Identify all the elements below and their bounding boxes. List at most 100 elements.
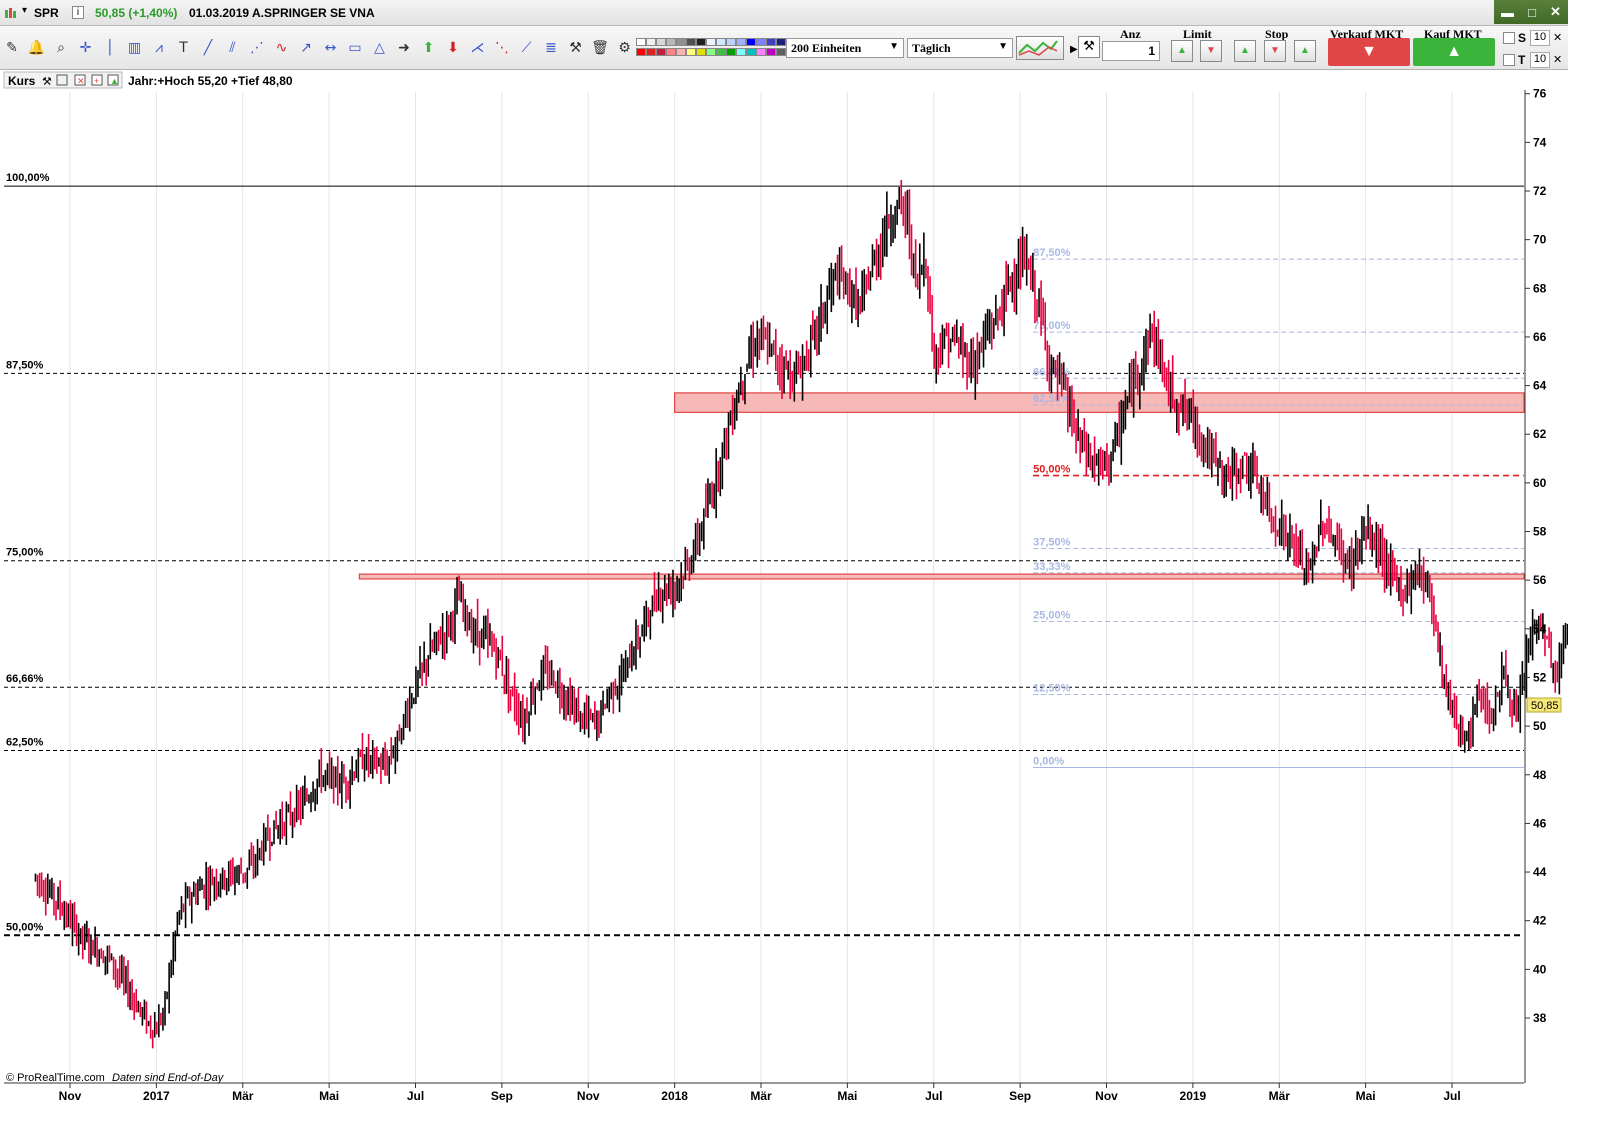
limit-buy-button[interactable]: ▲ <box>1171 40 1193 62</box>
t-value[interactable]: 10 <box>1530 52 1550 68</box>
trash-icon[interactable]: 🗑 <box>591 40 609 56</box>
color-swatch[interactable] <box>666 48 676 56</box>
limit-sell-button[interactable]: ▼ <box>1200 40 1222 62</box>
fib-blue-label: 12,50% <box>1033 682 1071 694</box>
color-swatch[interactable] <box>666 38 676 46</box>
y-tick-label: 48 <box>1533 768 1547 782</box>
gann-icon[interactable]: ⋱ <box>495 40 509 56</box>
color-swatch[interactable] <box>686 38 696 46</box>
color-swatch[interactable] <box>656 48 666 56</box>
minimize-button[interactable]: ▬ <box>1501 4 1515 20</box>
y-tick-label: 68 <box>1533 281 1547 295</box>
color-swatch[interactable] <box>746 48 756 56</box>
sell-market-button[interactable]: ▼ <box>1328 38 1410 66</box>
chart-type-icon[interactable] <box>4 6 18 20</box>
copyright-text: © ProRealTime.com <box>6 1072 105 1084</box>
color-swatch[interactable] <box>776 38 786 46</box>
s-label: S <box>1518 31 1527 45</box>
indicator-button[interactable] <box>1016 36 1064 60</box>
s-checkbox[interactable] <box>1503 32 1515 44</box>
color-swatch[interactable] <box>706 48 716 56</box>
color-swatch[interactable] <box>646 48 656 56</box>
text-icon[interactable]: T <box>179 40 188 56</box>
color-swatch[interactable] <box>636 48 646 56</box>
stop-buy-button[interactable]: ▲ <box>1234 40 1256 62</box>
fan-icon[interactable]: ⋌ <box>470 40 485 56</box>
stop-sell-button[interactable]: ▼ <box>1264 40 1286 62</box>
color-swatch[interactable] <box>646 38 656 46</box>
color-swatch[interactable] <box>716 48 726 56</box>
pattern-icon[interactable]: ⩘ <box>155 40 163 56</box>
color-swatch[interactable] <box>736 38 746 46</box>
color-swatch[interactable] <box>736 48 746 56</box>
color-swatch[interactable] <box>716 38 726 46</box>
triangle-icon[interactable]: △ <box>374 40 385 56</box>
fibonacci-icon[interactable]: ⋰ <box>250 40 264 56</box>
s-close-icon[interactable]: ✕ <box>1553 32 1563 44</box>
maximize-button[interactable]: □ <box>1528 4 1536 20</box>
color-swatch[interactable] <box>746 38 756 46</box>
x-tick-label: Sep <box>491 1089 513 1103</box>
tools-icon[interactable]: ⚒ <box>569 40 582 56</box>
color-swatch[interactable] <box>696 48 706 56</box>
color-swatch[interactable] <box>656 38 666 46</box>
color-swatch[interactable] <box>686 48 696 56</box>
candle-tool-icon[interactable]: ▥ <box>127 40 142 56</box>
color-swatch[interactable] <box>766 48 776 56</box>
price-chart[interactable]: 100,00% 87,50% 75,00% 66,66% 62,50% 50,00% 87,… <box>0 70 1568 1104</box>
bell-icon[interactable]: 🔔 <box>27 40 46 56</box>
buy-market-button[interactable]: ▲ <box>1413 38 1495 66</box>
t-close-icon[interactable]: ✕ <box>1553 54 1563 66</box>
arrow-right-icon[interactable]: ➜ <box>398 40 410 56</box>
color-swatch[interactable] <box>766 38 776 46</box>
crosshair-icon[interactable]: ✛ <box>79 40 92 56</box>
color-swatch[interactable] <box>696 38 706 46</box>
wave-icon[interactable]: ∿ <box>275 40 288 56</box>
close-button[interactable]: ✕ <box>1550 4 1561 19</box>
units-select[interactable]: 200 Einheiten ▼ <box>786 38 904 58</box>
color-swatch[interactable] <box>706 38 716 46</box>
parallel-lines-icon[interactable]: ⫽ <box>229 40 236 56</box>
x-tick-label: Jul <box>407 1089 424 1103</box>
rectangle-icon[interactable]: ▭ <box>348 40 362 56</box>
ray-icon[interactable]: ↗ <box>300 40 312 56</box>
expand-icon[interactable]: ▶ <box>1070 44 1078 55</box>
stop-limit-button[interactable]: ▲ <box>1294 40 1316 62</box>
s-value[interactable]: 10 <box>1530 30 1550 46</box>
fib-retracement-icon[interactable]: ≣ <box>545 40 557 56</box>
color-swatch[interactable] <box>756 48 766 56</box>
color-swatch[interactable] <box>776 48 786 56</box>
regression-icon[interactable]: ⟋ <box>521 40 532 56</box>
horizontal-ray-icon[interactable]: ↔ <box>324 40 337 56</box>
fib-level-label: 87,50% <box>6 359 44 371</box>
y-axis: 38 40 42 44 46 48 50 52 54 56 58 60 62 64 66 68 70 72 74 76 <box>1524 87 1547 1083</box>
x-tick-label: Nov <box>59 1089 82 1103</box>
line-icon[interactable]: ╱ <box>203 40 213 56</box>
vertical-line-icon[interactable]: │ <box>105 40 115 56</box>
color-swatch[interactable] <box>726 48 736 56</box>
period-select[interactable]: Täglich ▼ <box>907 38 1013 58</box>
t-checkbox[interactable] <box>1503 54 1515 66</box>
dropdown-arrow-icon[interactable]: ▾ <box>22 5 28 16</box>
color-swatch[interactable] <box>676 38 686 46</box>
color-swatch[interactable] <box>676 48 686 56</box>
date-name-label: 01.03.2019 A.SPRINGER SE VNA <box>189 6 375 20</box>
wrench-icon[interactable]: ⚒ <box>1078 36 1100 58</box>
color-swatch[interactable] <box>636 38 646 46</box>
anz-input[interactable]: 1 <box>1102 41 1160 61</box>
window-controls: ▬ □ ✕ <box>1494 0 1568 24</box>
symbol-label: SPR <box>34 6 59 20</box>
arrow-down-icon[interactable]: ⬇ <box>447 40 459 56</box>
zoom-icon[interactable]: ⌕ <box>57 40 65 56</box>
settings-icon[interactable]: ⚙ <box>618 40 631 56</box>
arrow-up-icon[interactable]: ⬆ <box>422 40 435 56</box>
color-swatch[interactable] <box>756 38 766 46</box>
toolbar: ✎ 🔔 ⌕ ✛ │ ▥ ⩘ T ╱ ⫽ ⋰ ∿ ↗ ↔ ▭ △ ➜ ⬆ ⬇ ⋌ ⋱ ⟋ ≣ ⚒ 🗑 ⚙ 200 Einheiten… <box>0 26 1568 70</box>
range-text: Jahr:+Hoch 55,20 +Tief 48,80 <box>128 74 293 88</box>
pencil-icon[interactable]: ✎ <box>6 40 18 56</box>
price-change-label: 50,85 (+1,40%) <box>95 6 178 20</box>
color-swatch[interactable] <box>726 38 736 46</box>
legend-icons[interactable]: ⚒ ✕ + ▲ <box>42 74 119 88</box>
vertical-grid <box>69 92 1453 1083</box>
info-icon[interactable]: i <box>72 6 84 19</box>
